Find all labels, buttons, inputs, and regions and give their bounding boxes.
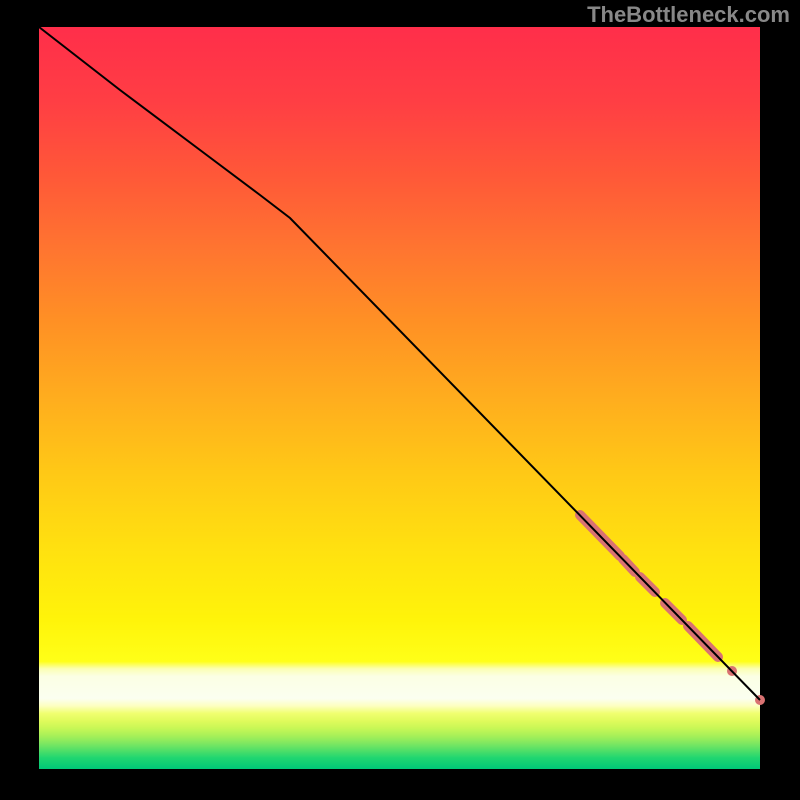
attribution-watermark: TheBottleneck.com xyxy=(587,2,790,27)
plot-background xyxy=(39,27,760,769)
bottleneck-chart: TheBottleneck.com xyxy=(0,0,800,800)
chart-container: TheBottleneck.com xyxy=(0,0,800,800)
